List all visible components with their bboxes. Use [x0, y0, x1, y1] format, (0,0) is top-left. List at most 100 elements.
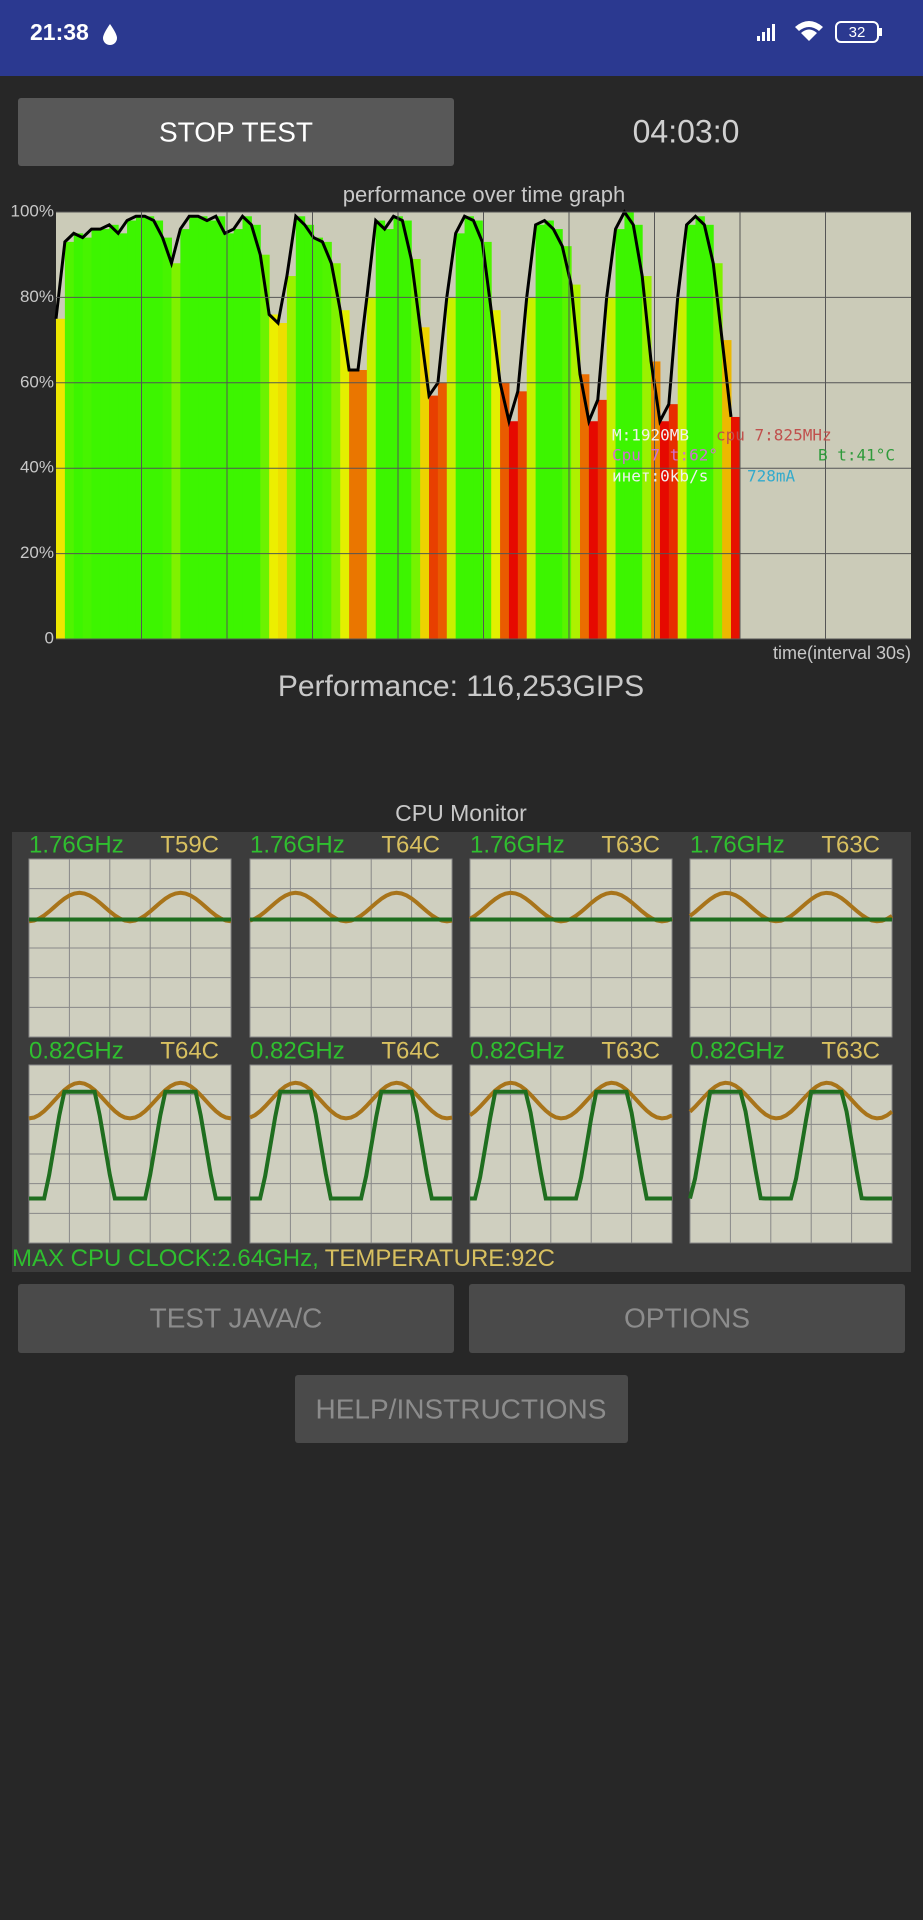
- options-button-label: OPTIONS: [624, 1302, 750, 1333]
- test-button[interactable]: [18, 1284, 454, 1353]
- performance-column: [651, 361, 661, 639]
- battery-tip: [879, 28, 882, 36]
- performance-column: [420, 327, 430, 639]
- performance-column: [659, 421, 670, 639]
- core-frequency-line: [470, 1089, 672, 1201]
- battery-temp: B t:41°C: [818, 446, 895, 465]
- core-temperature: T63C: [821, 831, 880, 858]
- core-frequency: 0.82GHz: [250, 1037, 345, 1064]
- y-tick-label: 100%: [11, 201, 54, 220]
- performance-column: [56, 318, 66, 639]
- performance-column: [562, 246, 572, 639]
- stop-test-button[interactable]: [18, 98, 454, 166]
- performance-column: [286, 276, 297, 639]
- performance-column: [322, 241, 332, 639]
- performance-column: [553, 229, 563, 639]
- core-temperature-line: [249, 1080, 453, 1121]
- x-axis-label: time(interval 30s): [773, 643, 911, 663]
- performance-column: [508, 421, 519, 639]
- performance-column: [704, 224, 714, 639]
- core-frequency: 0.82GHz: [690, 1037, 785, 1064]
- performance-column: [437, 382, 448, 639]
- performance-column: [331, 263, 341, 639]
- performance-column: [455, 233, 466, 639]
- performance-column: [375, 220, 386, 640]
- battery-icon: [835, 21, 879, 43]
- cpu-summary: MAX CPU CLOCK:2.64GHz, TEMPERATURE:92C: [12, 1245, 555, 1272]
- battery-level: 32: [849, 24, 866, 41]
- performance-column: [269, 314, 279, 639]
- performance-column: [82, 237, 93, 639]
- performance-column: [73, 233, 84, 639]
- core-frequency: 1.76GHz: [250, 831, 345, 858]
- performance-column: [100, 229, 110, 639]
- core-temperature: T63C: [601, 1037, 660, 1064]
- performance-column: [686, 224, 696, 639]
- core-frequency: 1.76GHz: [470, 831, 565, 858]
- test-button-label: TEST JAVA/C: [150, 1302, 323, 1333]
- performance-column: [215, 216, 226, 639]
- performance-column: [411, 258, 421, 639]
- core-frequency-line: [688, 1089, 892, 1201]
- performance-column: [429, 395, 439, 639]
- performance-column: [731, 416, 741, 639]
- performance-column: [127, 220, 137, 640]
- performance-column: [482, 241, 492, 639]
- max-temperature: TEMPERATURE:92C: [325, 1245, 555, 1272]
- cpu-monitor-title: CPU Monitor: [395, 800, 527, 826]
- performance-column: [206, 220, 217, 640]
- performance-column: [180, 229, 190, 639]
- core-temperature-line: [688, 1080, 894, 1121]
- core-frequency: 1.76GHz: [29, 831, 124, 858]
- performance-column: [135, 216, 146, 639]
- signal-icon: [757, 24, 775, 41]
- y-tick-label: 80%: [20, 287, 54, 306]
- core-temperature: T59C: [160, 831, 219, 858]
- performance-column: [295, 216, 306, 639]
- options-button[interactable]: [469, 1284, 905, 1353]
- performance-column: [171, 263, 181, 639]
- performance-column: [588, 421, 599, 639]
- performance-column: [118, 233, 128, 639]
- performance-column: [695, 216, 705, 639]
- core-temperature-line: [688, 890, 894, 924]
- core-temperature: T63C: [601, 831, 660, 858]
- y-tick-label: 60%: [20, 372, 54, 391]
- performance-column: [668, 404, 679, 639]
- core-temperature: T64C: [160, 1037, 219, 1064]
- core-temperature: T64C: [381, 1037, 440, 1064]
- performance-column: [144, 216, 155, 639]
- performance-line: [54, 209, 733, 428]
- overlay-info: M:1920MB cpu 7:825MHz Cpu 7 t:62° B t:41…: [612, 426, 895, 486]
- timer: 04:03:0: [633, 113, 740, 149]
- core-frequency: 0.82GHz: [470, 1037, 565, 1064]
- performance-column: [491, 310, 501, 639]
- performance-column: [571, 284, 581, 639]
- performance-column: [464, 216, 474, 639]
- core-frequency: 1.76GHz: [690, 831, 785, 858]
- cpu-cores: 1.76GHz T59C 1.76GHz T64C 1.76GHz T63C 1.76GHz…: [28, 831, 894, 1244]
- wifi-icon: [795, 21, 823, 41]
- y-tick-label: 0: [45, 628, 54, 647]
- y-tick-label: 20%: [20, 543, 54, 562]
- performance-column: [615, 229, 625, 639]
- help-button[interactable]: [295, 1375, 628, 1443]
- performance-column: [384, 229, 394, 639]
- core-temperature: T64C: [381, 831, 440, 858]
- memory: M:1920MB: [612, 426, 689, 445]
- performance-column: [517, 391, 528, 639]
- core-temperature: T63C: [821, 1037, 880, 1064]
- performance-column: [189, 216, 199, 639]
- performance-column: [633, 224, 643, 639]
- performance-column: [544, 220, 554, 640]
- performance-column: [402, 220, 412, 640]
- performance-column: [713, 263, 723, 639]
- performance-graph: 0 20% 40% 60% 80% 100%: [11, 201, 911, 647]
- current: 728mA: [747, 467, 796, 486]
- core-frequency: 0.82GHz: [29, 1037, 124, 1064]
- performance-column: [109, 224, 119, 639]
- performance-column: [224, 233, 235, 639]
- performance-column: [242, 216, 252, 639]
- stop-test-label: STOP TEST: [159, 116, 313, 147]
- drop-icon: [103, 24, 117, 45]
